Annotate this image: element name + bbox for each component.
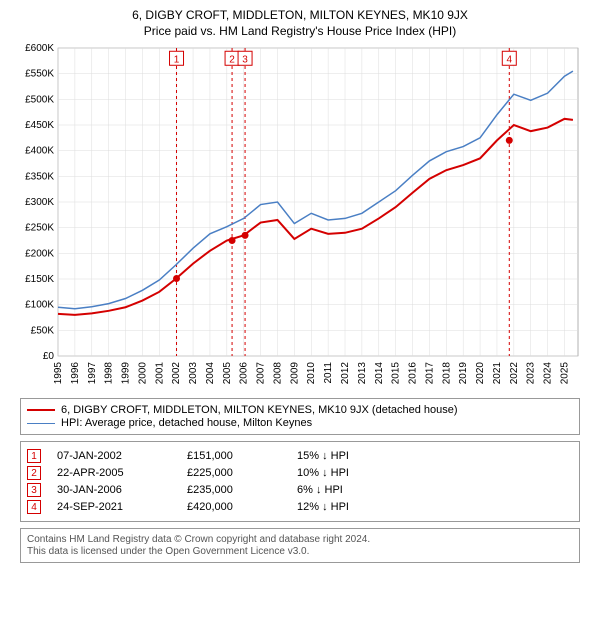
- svg-text:2023: 2023: [526, 362, 537, 385]
- svg-text:£300K: £300K: [25, 197, 54, 208]
- row-diff: 15% ↓ HPI: [297, 450, 417, 462]
- svg-text:2009: 2009: [289, 362, 300, 385]
- svg-text:1999: 1999: [121, 362, 132, 385]
- footer-line2: This data is licensed under the Open Gov…: [27, 546, 573, 557]
- legend-swatch: [27, 423, 55, 424]
- row-marker: 4: [27, 500, 41, 514]
- svg-text:1998: 1998: [104, 362, 115, 385]
- svg-text:2016: 2016: [408, 362, 419, 385]
- svg-text:2010: 2010: [306, 362, 317, 385]
- svg-text:2013: 2013: [357, 362, 368, 385]
- svg-text:2019: 2019: [458, 362, 469, 385]
- row-date: 30-JAN-2006: [57, 484, 187, 496]
- svg-text:2024: 2024: [543, 362, 554, 385]
- row-price: £151,000: [187, 450, 297, 462]
- svg-text:£550K: £550K: [25, 69, 54, 80]
- svg-text:4: 4: [507, 54, 513, 65]
- svg-text:£200K: £200K: [25, 248, 54, 259]
- row-date: 24-SEP-2021: [57, 501, 187, 513]
- svg-text:1995: 1995: [53, 362, 64, 385]
- svg-text:2012: 2012: [340, 362, 351, 385]
- svg-text:2017: 2017: [424, 362, 435, 385]
- svg-text:2008: 2008: [272, 362, 283, 385]
- svg-text:2005: 2005: [222, 362, 233, 385]
- chart-svg: £0 £50K £100K £150K £200K £250K £300K £350K £400…: [10, 42, 590, 392]
- title-subtitle: Price paid vs. HM Land Registry's House …: [10, 24, 590, 38]
- row-diff: 12% ↓ HPI: [297, 501, 417, 513]
- svg-text:£100K: £100K: [25, 300, 54, 311]
- svg-text:1996: 1996: [70, 362, 81, 385]
- row-price: £225,000: [187, 467, 297, 479]
- svg-text:2002: 2002: [171, 362, 182, 385]
- svg-text:2007: 2007: [256, 362, 267, 385]
- svg-text:£500K: £500K: [25, 94, 54, 105]
- row-marker: 1: [27, 449, 41, 463]
- legend-label: HPI: Average price, detached house, Milt…: [61, 417, 312, 429]
- price-chart: £0 £50K £100K £150K £200K £250K £300K £350K £400…: [10, 42, 590, 392]
- legend: 6, DIGBY CROFT, MIDDLETON, MILTON KEYNES…: [20, 398, 580, 435]
- svg-text:2021: 2021: [492, 362, 503, 385]
- row-diff: 10% ↓ HPI: [297, 467, 417, 479]
- svg-text:£0: £0: [43, 351, 55, 362]
- svg-text:2004: 2004: [205, 362, 216, 385]
- svg-text:2: 2: [229, 54, 235, 65]
- legend-label: 6, DIGBY CROFT, MIDDLETON, MILTON KEYNES…: [61, 404, 458, 416]
- svg-text:£50K: £50K: [31, 325, 55, 336]
- legend-item: 6, DIGBY CROFT, MIDDLETON, MILTON KEYNES…: [27, 404, 573, 416]
- row-price: £420,000: [187, 501, 297, 513]
- svg-text:£350K: £350K: [25, 171, 54, 182]
- svg-text:2025: 2025: [559, 362, 570, 385]
- svg-text:2018: 2018: [441, 362, 452, 385]
- title-address: 6, DIGBY CROFT, MIDDLETON, MILTON KEYNES…: [10, 8, 590, 22]
- transactions-table: 1 07-JAN-2002£151,00015% ↓ HPI 2 22-APR-200…: [20, 441, 580, 522]
- svg-text:2003: 2003: [188, 362, 199, 385]
- svg-text:2020: 2020: [475, 362, 486, 385]
- svg-text:3: 3: [242, 54, 248, 65]
- legend-item: HPI: Average price, detached house, Milt…: [27, 417, 573, 429]
- svg-text:1997: 1997: [87, 362, 98, 385]
- footer: Contains HM Land Registry data © Crown c…: [20, 528, 580, 563]
- row-price: £235,000: [187, 484, 297, 496]
- table-row: 3 30-JAN-2006£235,0006% ↓ HPI: [27, 483, 573, 497]
- legend-swatch: [27, 409, 55, 411]
- svg-text:£600K: £600K: [25, 43, 54, 54]
- row-date: 07-JAN-2002: [57, 450, 187, 462]
- svg-text:2014: 2014: [374, 362, 385, 385]
- svg-text:2000: 2000: [137, 362, 148, 385]
- svg-text:£400K: £400K: [25, 146, 54, 157]
- page: 6, DIGBY CROFT, MIDDLETON, MILTON KEYNES…: [0, 0, 600, 569]
- svg-text:2006: 2006: [239, 362, 250, 385]
- svg-text:2015: 2015: [391, 362, 402, 385]
- svg-text:1: 1: [174, 54, 180, 65]
- svg-text:2022: 2022: [509, 362, 520, 385]
- row-marker: 3: [27, 483, 41, 497]
- svg-text:2001: 2001: [154, 362, 165, 385]
- footer-line1: Contains HM Land Registry data © Crown c…: [27, 534, 573, 545]
- table-row: 4 24-SEP-2021£420,00012% ↓ HPI: [27, 500, 573, 514]
- svg-text:£250K: £250K: [25, 223, 54, 234]
- svg-text:£150K: £150K: [25, 274, 54, 285]
- row-date: 22-APR-2005: [57, 467, 187, 479]
- row-marker: 2: [27, 466, 41, 480]
- table-row: 1 07-JAN-2002£151,00015% ↓ HPI: [27, 449, 573, 463]
- row-diff: 6% ↓ HPI: [297, 484, 417, 496]
- svg-text:2011: 2011: [323, 362, 334, 384]
- table-row: 2 22-APR-2005£225,00010% ↓ HPI: [27, 466, 573, 480]
- svg-text:£450K: £450K: [25, 120, 54, 131]
